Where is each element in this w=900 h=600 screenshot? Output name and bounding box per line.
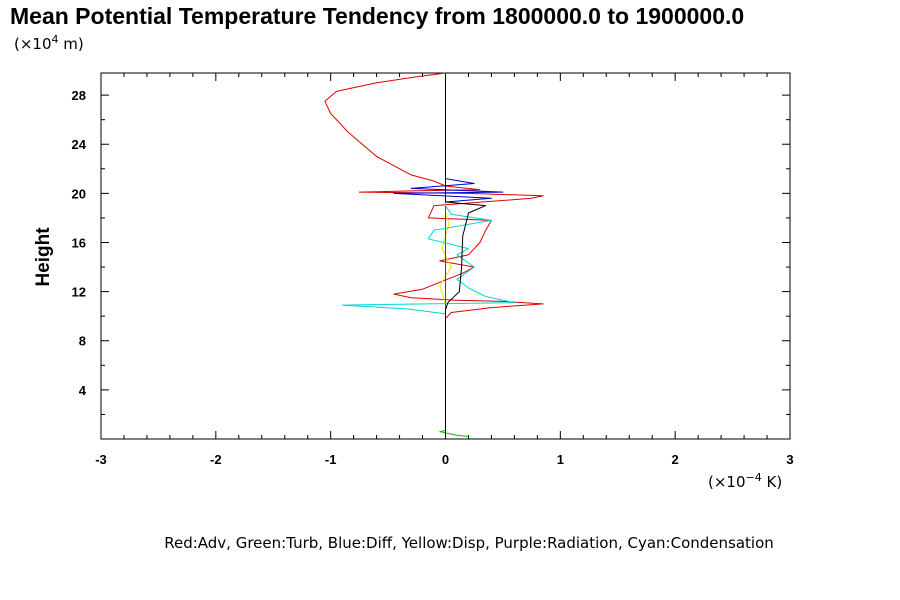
series-line-total: [445, 73, 487, 439]
x-tick-label: 1: [557, 452, 564, 467]
x-tick-label: 2: [672, 452, 679, 467]
y-tick-label: 20: [72, 186, 86, 201]
legend-text: Red:Adv, Green:Turb, Blue:Diff, Yellow:D…: [164, 534, 774, 552]
series-line-turb: [439, 73, 469, 437]
y-unit-label: (×104 m): [14, 33, 84, 53]
x-unit-label: (×10−4 K): [708, 471, 782, 491]
y-tick-label: 24: [72, 137, 87, 152]
series-line-disp: [439, 73, 452, 439]
x-tick-label: -3: [95, 452, 107, 467]
series-line-adv: [324, 72, 544, 439]
series-line-diff: [393, 73, 504, 439]
y-tick-label: 4: [79, 383, 87, 398]
x-tick-label: 3: [786, 452, 793, 467]
x-tick-label: 0: [442, 452, 449, 467]
series-line-condensation: [341, 73, 515, 439]
y-tick-label: 8: [79, 334, 86, 349]
chart-title: Mean Potential Temperature Tendency from…: [10, 3, 744, 29]
y-tick-label: 28: [72, 88, 86, 103]
x-tick-label: -1: [325, 452, 337, 467]
x-tick-label: -2: [210, 452, 222, 467]
y-tick-label: 16: [72, 235, 86, 250]
y-axis-title: Height: [33, 227, 54, 287]
y-tick-label: 12: [72, 285, 86, 300]
